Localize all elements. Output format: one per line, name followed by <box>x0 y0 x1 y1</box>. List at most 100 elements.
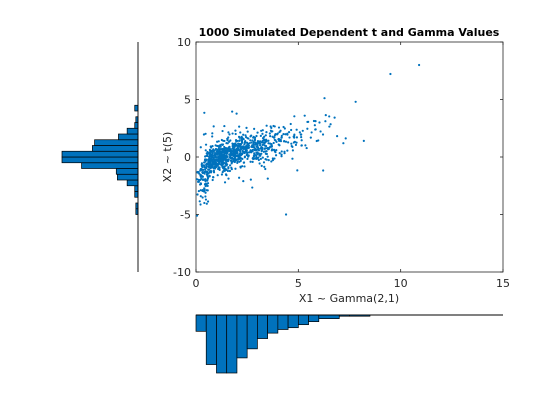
scatter-point <box>273 134 276 137</box>
x-tick-label: 10 <box>394 277 408 290</box>
scatter-point <box>309 136 312 139</box>
scatter-point <box>199 146 202 149</box>
scatter-point <box>227 131 230 134</box>
scatter-point <box>227 167 230 170</box>
scatter-point <box>336 135 339 138</box>
scatter-point <box>224 146 227 150</box>
scatter-point <box>244 140 247 143</box>
scatter-point <box>203 111 206 114</box>
scatter-point <box>270 160 273 163</box>
scatter-axes-box <box>195 41 504 273</box>
scatter-point <box>246 157 249 160</box>
scatter-point <box>239 166 242 169</box>
scatter-point <box>275 133 279 136</box>
scatter-point <box>292 141 295 144</box>
x-axis-label: X1 ~ Gamma(2,1) <box>299 292 399 305</box>
scatter-point <box>242 133 245 136</box>
scatter-point <box>208 155 211 158</box>
scatter-point <box>261 156 264 159</box>
scatter-point <box>265 150 268 153</box>
scatter-point <box>232 143 235 147</box>
scatter-point <box>278 139 281 142</box>
y-tick-label: -10 <box>173 266 191 279</box>
x-histogram-bar <box>246 314 258 350</box>
scatter-point <box>206 171 209 174</box>
scatter-point <box>200 167 203 171</box>
scatter-point <box>255 154 258 157</box>
scatter-point <box>287 130 291 134</box>
scatter-point <box>239 131 242 134</box>
scatter-point <box>227 158 230 161</box>
scatter-point <box>204 195 207 198</box>
x-tick-label: 15 <box>496 277 510 290</box>
x-histogram-bar <box>297 314 309 326</box>
scatter-point <box>229 159 232 162</box>
scatter-point <box>219 145 222 148</box>
scatter-point <box>241 165 244 168</box>
scatter-point <box>268 132 271 135</box>
scatter-point <box>223 145 226 149</box>
scatter-point <box>236 160 239 163</box>
scatter-point <box>310 131 313 134</box>
scatter-point <box>206 176 210 179</box>
scatter-point <box>238 157 241 160</box>
y-histogram-bar <box>61 156 139 164</box>
scatter-point <box>204 149 207 152</box>
scatter-point <box>198 200 201 203</box>
scatter-point <box>265 131 268 134</box>
scatter-point <box>222 148 225 151</box>
scatter-point <box>253 138 256 141</box>
scatter-point <box>317 139 320 142</box>
scatter-point <box>257 158 260 162</box>
scatter-point <box>267 159 270 162</box>
scatter-point <box>267 142 270 145</box>
scatter-point <box>264 139 267 142</box>
scatter-point <box>226 137 229 140</box>
scatter-point <box>204 143 208 146</box>
scatter-point <box>217 157 220 160</box>
y-histogram-bar <box>81 162 139 169</box>
scatter-point <box>202 168 205 172</box>
scatter-point <box>290 144 293 148</box>
scatter-point <box>300 139 303 142</box>
scatter-point <box>203 168 207 171</box>
scatter-point <box>284 213 288 216</box>
scatter-point <box>321 133 325 136</box>
y-tick-label: 5 <box>184 94 191 107</box>
scatter-point <box>266 177 269 180</box>
scatter-point <box>196 180 200 183</box>
scatter-point <box>261 139 264 142</box>
scatter-point <box>272 141 275 145</box>
scatter-point <box>258 142 262 145</box>
scatter-point <box>261 132 264 135</box>
scatter-point <box>259 134 262 138</box>
scatter-point <box>264 158 267 161</box>
scatter-point <box>243 151 246 154</box>
scatter-point <box>272 136 276 139</box>
scatter-point <box>255 145 258 148</box>
scatter-point <box>207 168 210 171</box>
scatter-point <box>206 184 209 188</box>
scatter-point <box>250 141 253 144</box>
scatter-point <box>228 146 231 149</box>
scatter-point <box>203 201 206 205</box>
scatter-point <box>222 169 225 172</box>
scatter-point <box>280 150 283 153</box>
scatter-point <box>230 149 233 153</box>
scatter-point <box>264 134 267 137</box>
scatter-point <box>201 171 204 174</box>
scatter-point <box>263 142 266 145</box>
scatter-point <box>247 137 250 140</box>
scatter-point <box>212 156 215 159</box>
scatter-point <box>218 167 221 170</box>
scatter-point <box>206 200 210 203</box>
scatter-point <box>287 141 290 144</box>
scatter-point <box>202 164 205 167</box>
scatter-point <box>228 164 232 167</box>
x-histogram-bar <box>205 314 217 365</box>
scatter-point <box>280 155 283 158</box>
scatter-point <box>208 163 211 166</box>
scatter-point <box>278 152 281 155</box>
x-histogram-bar <box>287 314 299 329</box>
